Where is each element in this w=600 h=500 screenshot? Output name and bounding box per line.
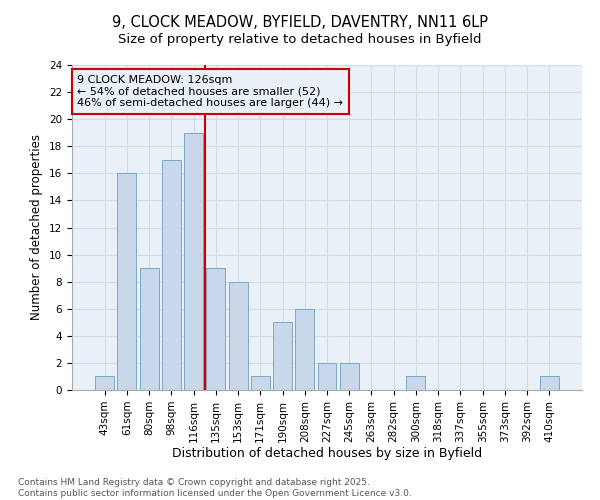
Bar [273, 322, 292, 390]
Text: 9 CLOCK MEADOW: 126sqm
← 54% of detached houses are smaller (52)
46% of semi-det: 9 CLOCK MEADOW: 126sqm ← 54% of detached… [77, 74, 343, 108]
Bar [406, 376, 425, 390]
X-axis label: Distribution of detached houses by size in Byfield: Distribution of detached houses by size … [172, 448, 482, 460]
Bar [540, 376, 559, 390]
Bar [340, 363, 359, 390]
Bar [118, 174, 136, 390]
Bar [317, 363, 337, 390]
Bar [229, 282, 248, 390]
Text: Size of property relative to detached houses in Byfield: Size of property relative to detached ho… [118, 32, 482, 46]
Bar [206, 268, 225, 390]
Bar [162, 160, 181, 390]
Bar [140, 268, 158, 390]
Text: Contains HM Land Registry data © Crown copyright and database right 2025.
Contai: Contains HM Land Registry data © Crown c… [18, 478, 412, 498]
Y-axis label: Number of detached properties: Number of detached properties [31, 134, 43, 320]
Bar [95, 376, 114, 390]
Text: 9, CLOCK MEADOW, BYFIELD, DAVENTRY, NN11 6LP: 9, CLOCK MEADOW, BYFIELD, DAVENTRY, NN11… [112, 15, 488, 30]
Bar [251, 376, 270, 390]
Bar [295, 308, 314, 390]
Bar [184, 132, 203, 390]
